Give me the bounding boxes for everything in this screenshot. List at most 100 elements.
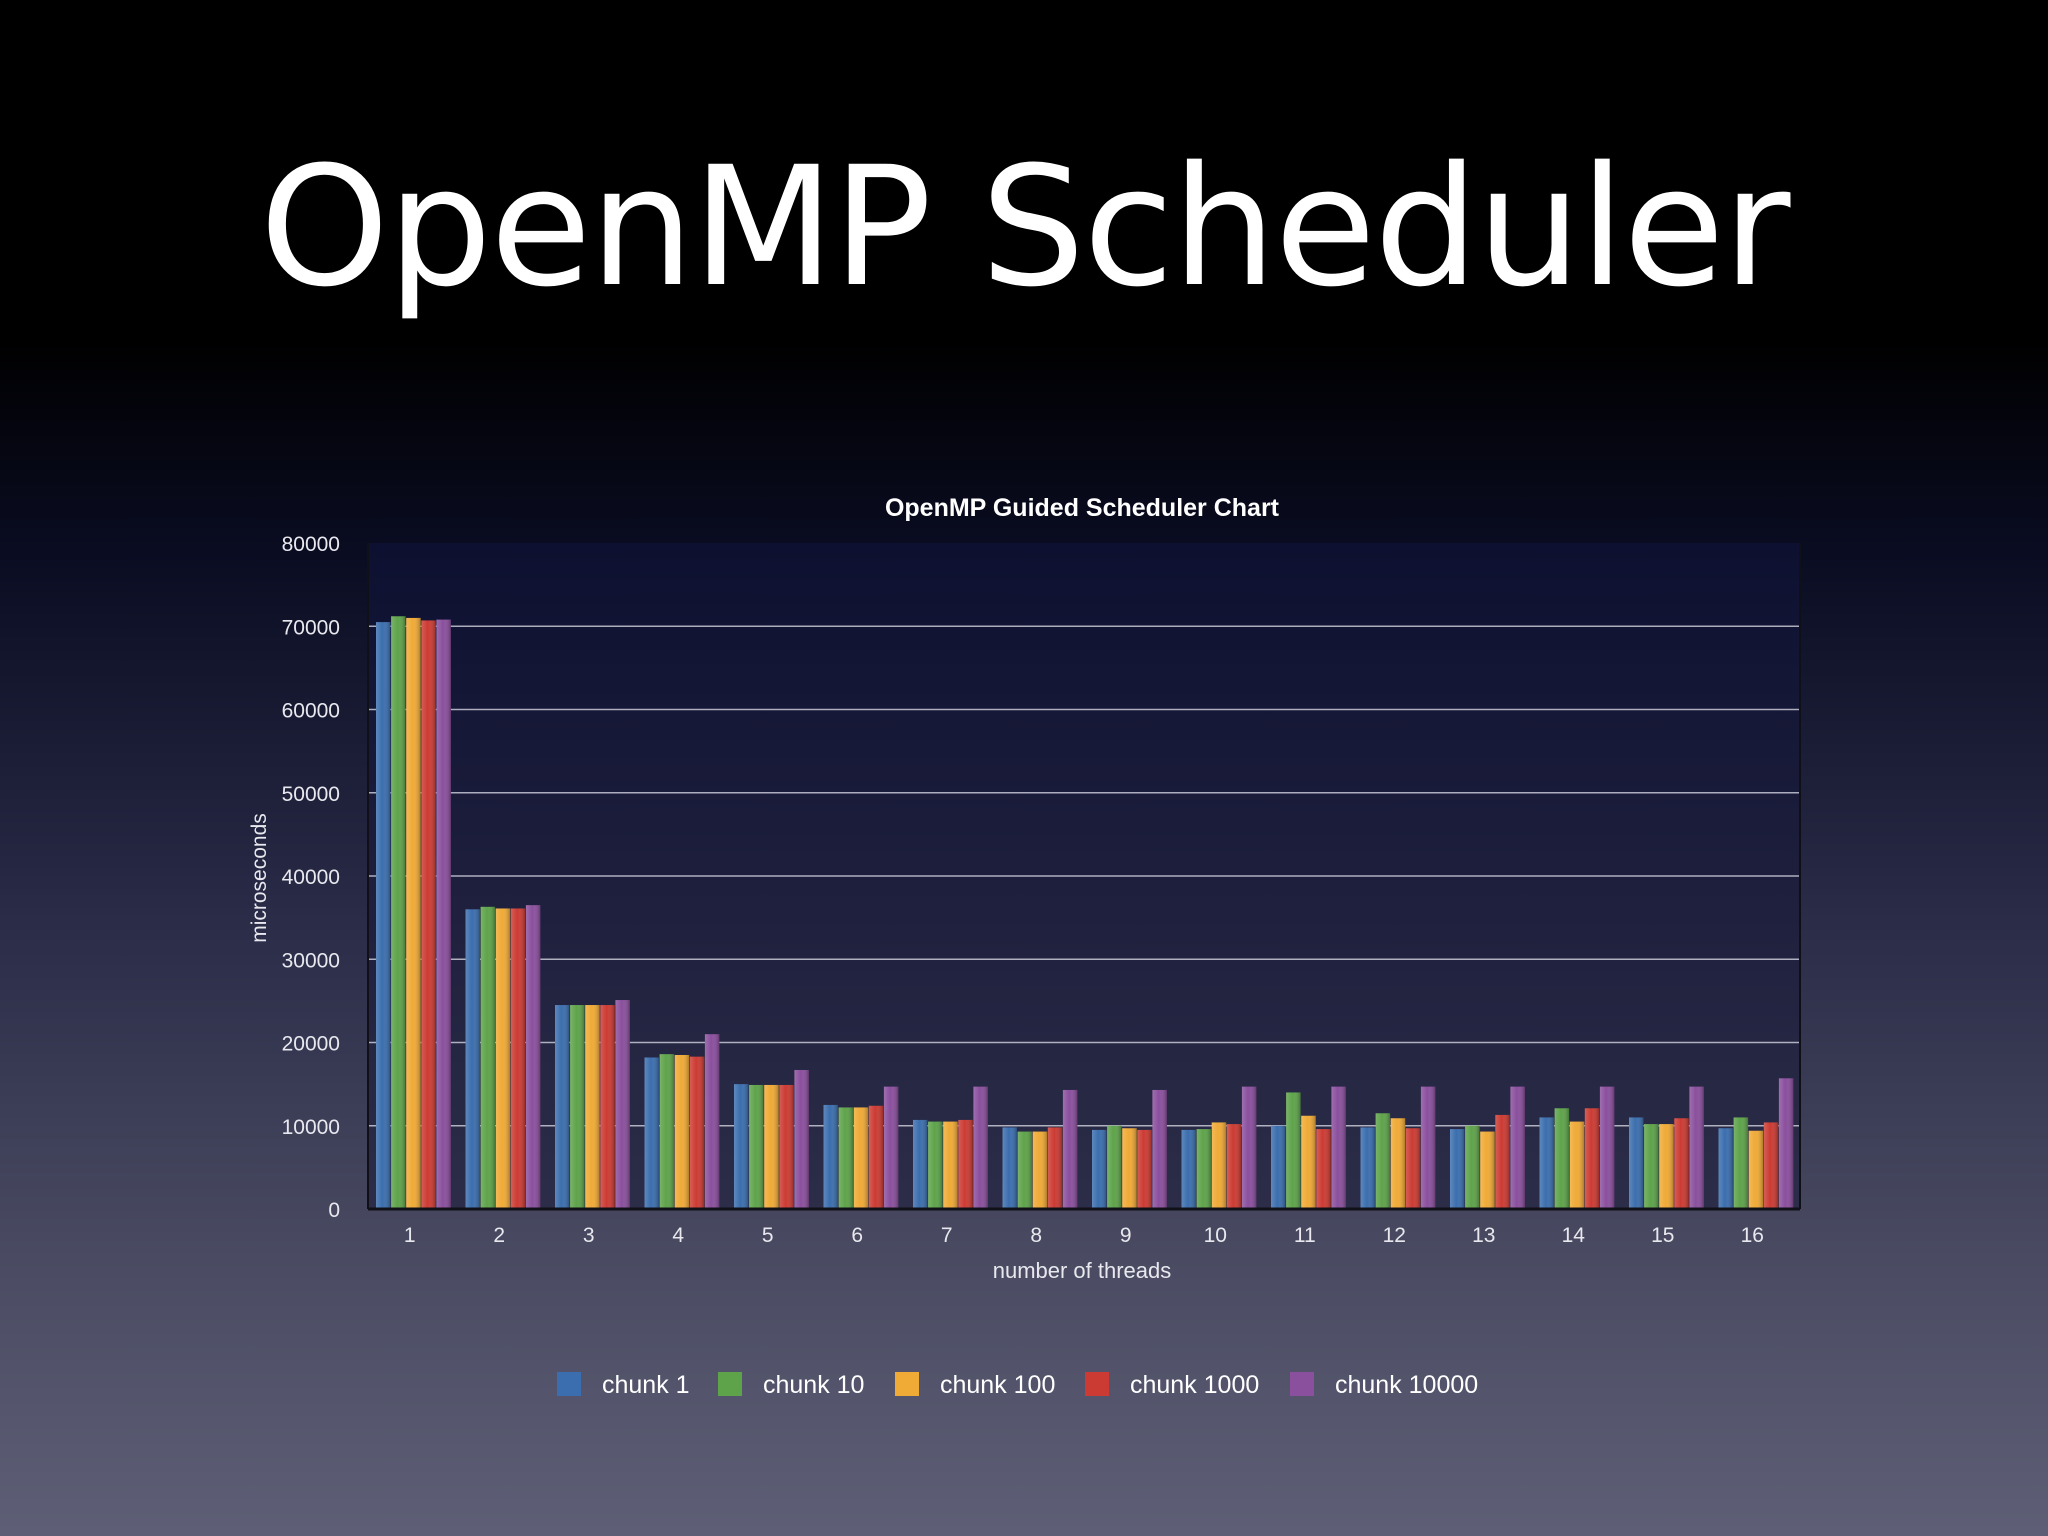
y-tick-label: 20000 (282, 1033, 340, 1056)
y-tick-label: 70000 (282, 616, 340, 639)
bar-shading (570, 1005, 585, 1209)
bar-shading (1226, 1124, 1242, 1209)
bar-shading (973, 1086, 988, 1209)
x-tick-label: 14 (1562, 1224, 1586, 1247)
bar-shading (1599, 1086, 1615, 1209)
bar-shading (495, 908, 511, 1209)
bar-shading (1659, 1124, 1674, 1209)
bar-shading (1152, 1089, 1167, 1209)
bar-shading (1107, 1125, 1122, 1209)
bar-shading (1196, 1129, 1212, 1209)
bar-shading (480, 906, 496, 1209)
bar-shading (1718, 1128, 1733, 1209)
x-tick-label: 2 (493, 1224, 505, 1247)
bar-shading (421, 620, 436, 1209)
legend-label: chunk 100 (940, 1371, 1055, 1399)
legend-swatch (895, 1372, 919, 1396)
bar-shading (689, 1056, 705, 1209)
bar-shading (1763, 1122, 1779, 1209)
x-tick-label: 3 (583, 1224, 595, 1247)
x-tick-label: 4 (672, 1224, 684, 1247)
bar-shading (1510, 1086, 1525, 1209)
x-tick-label: 13 (1472, 1224, 1495, 1247)
bar-shading (883, 1086, 899, 1209)
bar-shading (644, 1057, 659, 1209)
bar-shading (1017, 1131, 1033, 1209)
x-tick-label: 7 (941, 1224, 953, 1247)
legend-label: chunk 1 (602, 1371, 690, 1399)
bar-shading (779, 1084, 794, 1209)
y-tick-label: 80000 (282, 533, 340, 556)
bar-shading (1032, 1131, 1048, 1209)
legend: chunk 1 chunk 10 chunk 100 chunk 1000 chunk … (557, 1371, 1478, 1399)
bar-shading (838, 1107, 854, 1209)
bar-shading (1480, 1131, 1495, 1209)
bar-shading (1554, 1108, 1570, 1209)
bar-shading (1062, 1089, 1078, 1209)
bar-shading (585, 1005, 600, 1209)
bar-shading (734, 1084, 749, 1209)
legend-label: chunk 10000 (1335, 1371, 1478, 1399)
legend-swatch (718, 1372, 742, 1396)
bar-shading (406, 617, 421, 1209)
bar-shading (659, 1054, 675, 1209)
legend-label: chunk 1000 (1130, 1371, 1259, 1399)
bar-shading (1301, 1115, 1316, 1209)
bar-shading (823, 1104, 838, 1209)
bar-shading (436, 619, 451, 1209)
bar-shading (913, 1119, 928, 1209)
bar-shading (1689, 1086, 1704, 1209)
bar-shading (391, 616, 406, 1209)
x-tick-label: 9 (1120, 1224, 1132, 1247)
bar-shading (1241, 1086, 1257, 1209)
y-tick-label: 40000 (282, 866, 340, 889)
bar-shading (674, 1054, 690, 1209)
x-tick-label: 11 (1294, 1224, 1316, 1247)
bar-shading (1539, 1117, 1554, 1209)
bar-shading (1122, 1128, 1137, 1209)
x-tick-label: 8 (1030, 1224, 1042, 1247)
legend-swatch (1085, 1372, 1109, 1396)
bar-shading (1629, 1117, 1644, 1209)
bar-shading (1405, 1128, 1421, 1209)
bar-shading (1778, 1078, 1794, 1209)
bar-shading (525, 905, 541, 1209)
x-tick-label: 12 (1383, 1224, 1406, 1247)
x-tick-label: 5 (762, 1224, 774, 1247)
x-tick-label: 15 (1651, 1224, 1674, 1247)
bar-shading (1047, 1127, 1063, 1209)
bar-shading (868, 1105, 884, 1209)
legend-swatch (1290, 1372, 1314, 1396)
bar-shading (943, 1121, 958, 1209)
bar-shading (1271, 1125, 1286, 1209)
legend-swatch (557, 1372, 581, 1396)
bar-shading (794, 1069, 809, 1209)
x-tick-label: 1 (404, 1224, 416, 1247)
bar-shading (1569, 1121, 1585, 1209)
y-tick-label: 30000 (282, 949, 340, 972)
bar-shading (1137, 1129, 1152, 1209)
legend-label: chunk 10 (763, 1371, 864, 1399)
bar-shading (704, 1034, 720, 1209)
bar-shading (749, 1084, 764, 1209)
bar-shading (1644, 1124, 1659, 1209)
bar-shading (853, 1107, 869, 1209)
bar-shading (1450, 1129, 1465, 1209)
bar-shading (376, 622, 391, 1209)
bar-shading (510, 908, 526, 1209)
y-axis-label: microseconds (248, 813, 271, 943)
y-tick-label: 0 (328, 1199, 340, 1222)
slide-title: OpenMP Scheduler (259, 131, 1790, 323)
bar-shading (1674, 1118, 1689, 1209)
bar-shading (1331, 1086, 1346, 1209)
bar-shading (1211, 1122, 1227, 1209)
bar-shading (1584, 1108, 1600, 1209)
bar-shading (615, 1000, 630, 1209)
bar-shading (600, 1005, 615, 1209)
bar-shading (1286, 1092, 1301, 1209)
bar-shading (928, 1121, 943, 1209)
bar-shading (1092, 1129, 1107, 1209)
bar-shading (1390, 1118, 1406, 1209)
bar-shading (1465, 1125, 1480, 1209)
